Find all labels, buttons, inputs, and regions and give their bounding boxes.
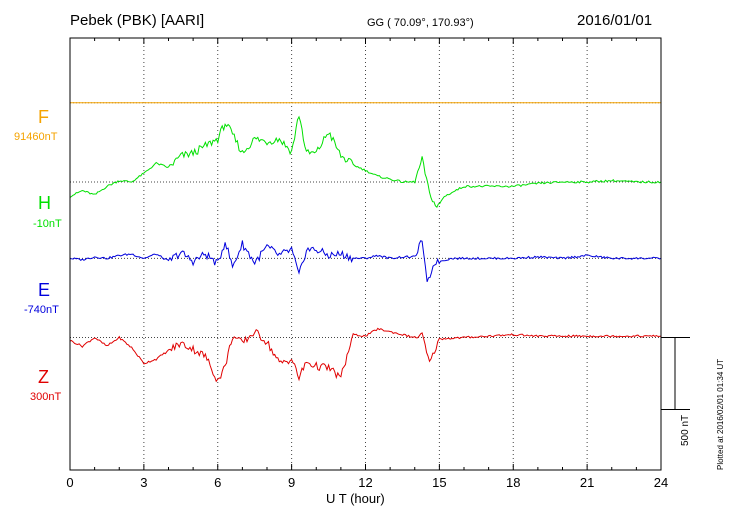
series-e-line bbox=[69, 240, 662, 282]
x-tick-label: 9 bbox=[288, 475, 295, 490]
geographic-coords: GG ( 70.09°, 170.93°) bbox=[367, 17, 474, 29]
axes: 0 3 6 9 12 15 18 21 24 bbox=[66, 37, 690, 490]
x-tick-label: 18 bbox=[506, 475, 520, 490]
series-h-line bbox=[69, 115, 662, 209]
channel-f-baseline: 91460nT bbox=[14, 131, 58, 143]
channel-z-baseline: 300nT bbox=[30, 391, 62, 403]
x-axis-label: U T (hour) bbox=[326, 491, 385, 506]
date-label: 2016/01/01 bbox=[577, 12, 653, 29]
channel-e-baseline: -740nT bbox=[24, 304, 59, 316]
channel-h-baseline: -10nT bbox=[33, 218, 62, 230]
x-tick-label: 21 bbox=[580, 475, 594, 490]
x-tick-label: 12 bbox=[358, 475, 372, 490]
channel-e-name: E bbox=[38, 280, 51, 300]
channel-f-name: F bbox=[38, 107, 49, 127]
x-tick-label: 15 bbox=[432, 475, 446, 490]
series-z-line bbox=[69, 327, 662, 383]
series-lines bbox=[69, 102, 662, 383]
station-title: Pebek (PBK) [AARI] bbox=[70, 12, 205, 29]
x-tick-label: 24 bbox=[654, 475, 668, 490]
channel-z-name: Z bbox=[38, 367, 49, 387]
x-tick-label: 0 bbox=[66, 475, 73, 490]
x-tick-label: 6 bbox=[214, 475, 221, 490]
x-tick-label: 3 bbox=[140, 475, 147, 490]
channel-h-name: H bbox=[38, 193, 51, 213]
